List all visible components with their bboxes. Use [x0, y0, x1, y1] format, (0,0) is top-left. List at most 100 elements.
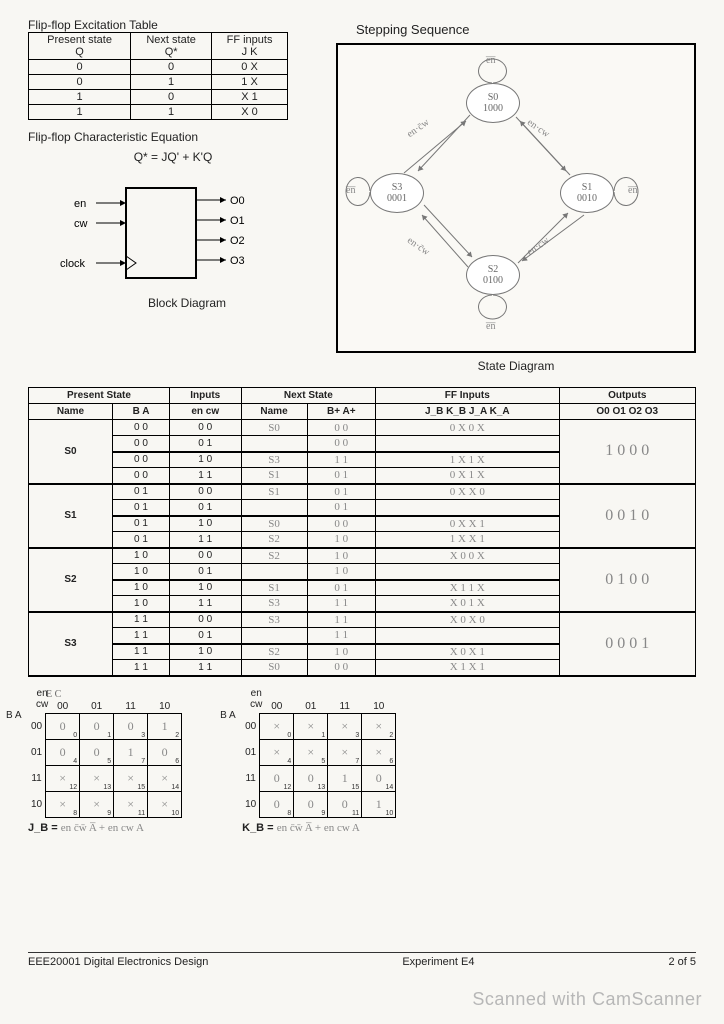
- encw: 0 1: [169, 500, 241, 516]
- next-name: S0: [241, 516, 307, 532]
- ba: 0 0: [113, 420, 170, 436]
- ba: 1 0: [113, 564, 170, 580]
- h1s: Q: [75, 46, 84, 58]
- ff: X 0 X 0: [376, 612, 559, 628]
- bpap: 0 1: [307, 468, 376, 484]
- ff: 0 X 0 X: [376, 420, 559, 436]
- bpap: 1 0: [307, 564, 376, 580]
- encw: 0 0: [169, 420, 241, 436]
- kmap-cell: 08: [260, 791, 294, 817]
- h2s: Q*: [165, 46, 178, 58]
- ff: X 0 0 X: [376, 548, 559, 564]
- self-loop: e̅n̅: [628, 185, 637, 196]
- encw: 0 1: [169, 436, 241, 452]
- kmap-cell: 011: [328, 791, 362, 817]
- char-eq-label: Flip-flop Characteristic Equation: [28, 130, 318, 144]
- next-name: [241, 500, 307, 516]
- kmap-cell: ×10: [148, 791, 182, 817]
- kmap-cell: 115: [328, 765, 362, 791]
- cell: 0: [29, 75, 131, 90]
- self-loop: e̅n̅: [486, 55, 495, 66]
- sh: B A: [113, 404, 170, 420]
- state-caption: State Diagram: [336, 359, 696, 373]
- ff: 1 X X 1: [376, 532, 559, 548]
- ba: 1 1: [113, 644, 170, 660]
- main-state-table: Present State Inputs Next State FF Input…: [28, 387, 696, 677]
- cell: 1: [131, 75, 212, 90]
- edge-label: en·cw: [525, 235, 551, 258]
- cell: 0: [131, 90, 212, 105]
- kmap-cell: ×5: [294, 739, 328, 765]
- kmap-cell: ×15: [114, 765, 148, 791]
- ba: 0 1: [113, 484, 170, 500]
- cell: X 0: [212, 105, 288, 120]
- encw: 0 0: [169, 484, 241, 500]
- kmap-cell: 00: [46, 713, 80, 739]
- next-name: [241, 436, 307, 452]
- edge-label: en·cw: [525, 117, 551, 140]
- footer: EEE20001 Digital Electronics Design Expe…: [28, 952, 696, 968]
- kmap-cell: 014: [362, 765, 396, 791]
- node-code: 0001: [387, 193, 407, 204]
- kmap-cell: ×0: [260, 713, 294, 739]
- gh: FF Inputs: [376, 388, 559, 404]
- in-clock: clock: [60, 258, 86, 270]
- block-caption: Block Diagram: [56, 296, 318, 310]
- outputs: 0 0 0 1: [559, 612, 696, 676]
- out0: O0: [230, 195, 245, 207]
- sh: Name: [241, 404, 307, 420]
- node-code: 1000: [483, 103, 503, 114]
- ff: [376, 500, 559, 516]
- encw: 1 0: [169, 644, 241, 660]
- next-name: S3: [241, 452, 307, 468]
- bpap: 0 1: [307, 500, 376, 516]
- excite-caption: Flip-flop Excitation Table: [28, 18, 318, 32]
- encw: 0 0: [169, 548, 241, 564]
- bpap: 1 1: [307, 596, 376, 612]
- state-name: S3: [29, 612, 113, 676]
- out3: O3: [230, 255, 245, 267]
- stepping-title: Stepping Sequence: [356, 22, 696, 37]
- ff: [376, 628, 559, 644]
- encw: 0 1: [169, 628, 241, 644]
- ba: 1 1: [113, 660, 170, 676]
- state-diagram: S01000 S10010 S20100 S30001 en·cw en·cw …: [336, 43, 696, 353]
- node: S2: [488, 264, 499, 275]
- ba: 0 1: [113, 532, 170, 548]
- gh: Next State: [241, 388, 376, 404]
- ba: 0 0: [113, 436, 170, 452]
- kmap-cell: 03: [114, 713, 148, 739]
- ff: X 1 X 1: [376, 660, 559, 676]
- ba: 1 0: [113, 596, 170, 612]
- next-name: S1: [241, 468, 307, 484]
- kmap-kb: B Aen cw0001111000×0×1×3×201×4×5×7×61101…: [242, 700, 396, 818]
- kmap-cell: 12: [148, 713, 182, 739]
- kb-label: K_B =: [242, 822, 274, 834]
- encw: 0 1: [169, 564, 241, 580]
- next-name: S2: [241, 548, 307, 564]
- kmap-cell: 110: [362, 791, 396, 817]
- kmap-cell: 09: [294, 791, 328, 817]
- ba: 1 0: [113, 548, 170, 564]
- ff: X 1 1 X: [376, 580, 559, 596]
- bpap: 1 0: [307, 644, 376, 660]
- next-name: S3: [241, 596, 307, 612]
- sh: O0 O1 O2 O3: [559, 404, 696, 420]
- cell: 1 X: [212, 75, 288, 90]
- kmap-cell: 05: [80, 739, 114, 765]
- ff: X 0 1 X: [376, 596, 559, 612]
- char-eq: Q* = JQ' + K'Q: [28, 150, 318, 164]
- encw: 1 1: [169, 468, 241, 484]
- kmap-cell: ×1: [294, 713, 328, 739]
- hand-ec: E C: [46, 689, 182, 700]
- kmap-cell: ×7: [328, 739, 362, 765]
- bpap: 1 1: [307, 612, 376, 628]
- kb-result: en c̄w̄ A̅ + en cw A: [277, 822, 360, 834]
- kmap-jb: B Aen cw000111100000010312010405170611×1…: [28, 700, 182, 818]
- kmap-cell: ×3: [328, 713, 362, 739]
- ba: 1 1: [113, 628, 170, 644]
- encw: 1 1: [169, 660, 241, 676]
- kmap-cell: ×8: [46, 791, 80, 817]
- outputs: 0 1 0 0: [559, 548, 696, 612]
- kmap-cell: 012: [260, 765, 294, 791]
